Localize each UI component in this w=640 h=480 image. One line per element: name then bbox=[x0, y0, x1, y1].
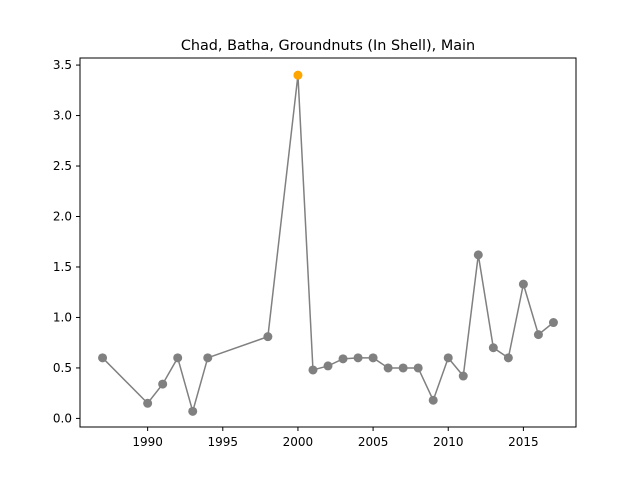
series-line bbox=[102, 75, 554, 415]
data-point bbox=[203, 353, 213, 363]
x-tick-label: 2000 bbox=[283, 435, 314, 449]
y-tick-label: 0.0 bbox=[53, 411, 72, 425]
data-point bbox=[428, 395, 438, 405]
y-tick-label: 2.0 bbox=[53, 210, 72, 224]
data-point bbox=[173, 353, 183, 363]
data-point bbox=[338, 354, 348, 364]
data-point bbox=[518, 279, 528, 289]
x-tick-label: 2015 bbox=[508, 435, 539, 449]
data-point bbox=[323, 361, 333, 371]
x-tick-label: 2005 bbox=[358, 435, 389, 449]
y-tick-label: 3.0 bbox=[53, 109, 72, 123]
data-point bbox=[188, 406, 198, 416]
y-tick-label: 3.5 bbox=[53, 58, 72, 72]
highlighted-data-point bbox=[293, 70, 303, 80]
data-point bbox=[533, 330, 543, 340]
data-point bbox=[158, 379, 168, 389]
data-point bbox=[143, 398, 153, 408]
data-point bbox=[548, 318, 558, 328]
data-point bbox=[488, 343, 498, 353]
x-tick-label: 1990 bbox=[132, 435, 163, 449]
data-point bbox=[443, 353, 453, 363]
data-point bbox=[503, 353, 513, 363]
data-point bbox=[398, 363, 408, 373]
data-point bbox=[308, 365, 318, 375]
y-tick-label: 0.5 bbox=[53, 361, 72, 375]
x-tick-label: 1995 bbox=[208, 435, 239, 449]
data-point bbox=[368, 353, 378, 363]
y-tick-label: 1.0 bbox=[53, 310, 72, 324]
data-point bbox=[413, 363, 423, 373]
data-point bbox=[353, 353, 363, 363]
y-tick-label: 1.5 bbox=[53, 260, 72, 274]
x-tick-label: 2010 bbox=[433, 435, 464, 449]
y-tick-label: 2.5 bbox=[53, 159, 72, 173]
chart-title: Chad, Batha, Groundnuts (In Shell), Main bbox=[181, 38, 475, 54]
data-point bbox=[383, 363, 393, 373]
data-point bbox=[263, 332, 273, 342]
data-point bbox=[458, 371, 468, 381]
data-point bbox=[98, 353, 108, 363]
data-point bbox=[473, 250, 483, 260]
plot-frame bbox=[79, 57, 577, 428]
